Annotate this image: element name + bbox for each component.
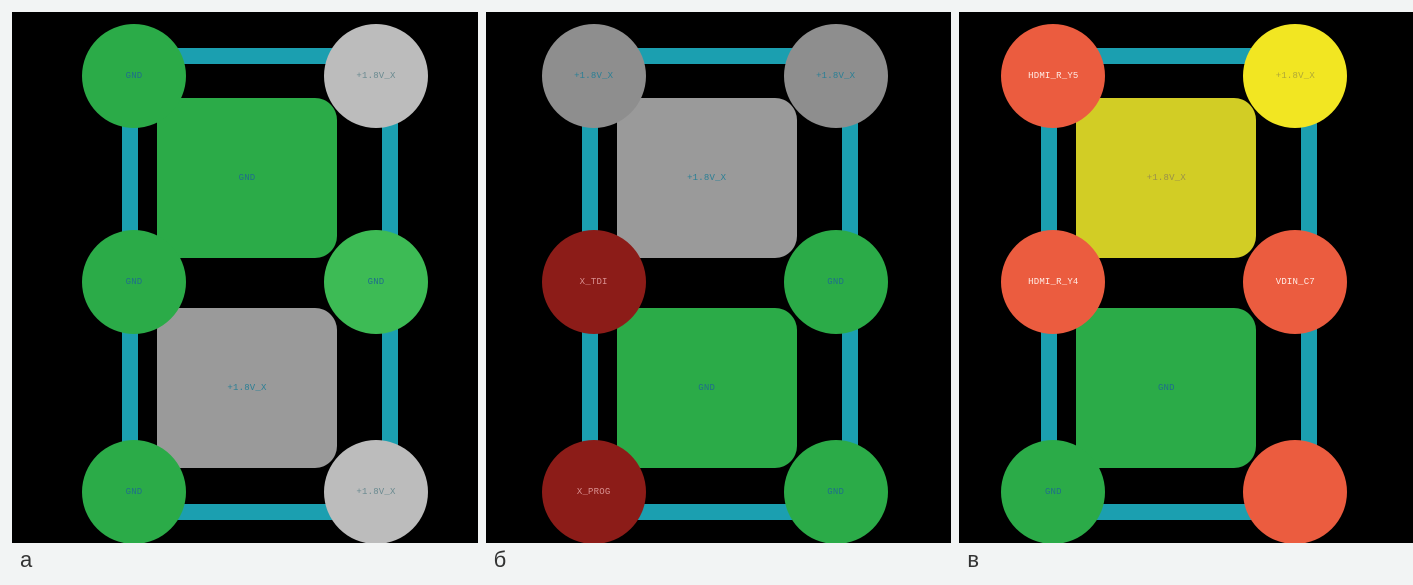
pad-rect: GND	[617, 308, 797, 468]
panel-1: +1.8V_X GND +1.8V_X +1.8V_X X_TDI GND X_PROG GN…	[486, 12, 952, 543]
pad-circle: GND	[82, 230, 186, 334]
column-0: GND +1.8V_X GND +1.8V_X GND GND GND +1.8V_X а	[12, 12, 478, 573]
pad-label: GND	[1158, 383, 1175, 393]
pad-circle: X_TDI	[542, 230, 646, 334]
column-2: +1.8V_X GND HDMI_R_Y5 +1.8V_X HDMI_R_Y4 VDIN_…	[959, 12, 1413, 573]
pad-label: +1.8V_X	[816, 71, 855, 81]
pad-circle: +1.8V_X	[784, 24, 888, 128]
pad-label: GND	[239, 173, 256, 183]
pad-circle: GND	[784, 440, 888, 543]
pad-label: GND	[126, 487, 143, 497]
pad-circle	[1243, 440, 1347, 543]
pad-circle: GND	[324, 230, 428, 334]
pad-circle: GND	[82, 24, 186, 128]
pad-label: HDMI_R_Y5	[1028, 71, 1078, 81]
panel-caption: в	[959, 543, 1413, 573]
pad-circle: HDMI_R_Y4	[1001, 230, 1105, 334]
pad-label: X_PROG	[577, 487, 611, 497]
pad-label: HDMI_R_Y4	[1028, 277, 1078, 287]
pad-rect: +1.8V_X	[157, 308, 337, 468]
pad-circle: +1.8V_X	[1243, 24, 1347, 128]
pad-circle: VDIN_C7	[1243, 230, 1347, 334]
diagram-container: GND +1.8V_X GND +1.8V_X GND GND GND +1.8V_X а +1.…	[12, 12, 1413, 573]
pad-label: GND	[827, 277, 844, 287]
pad-circle: GND	[784, 230, 888, 334]
pad-circle: GND	[82, 440, 186, 543]
pad-circle: HDMI_R_Y5	[1001, 24, 1105, 128]
pad-rect: +1.8V_X	[617, 98, 797, 258]
pad-label: +1.8V_X	[227, 383, 266, 393]
pad-circle: +1.8V_X	[542, 24, 646, 128]
pad-label: GND	[126, 277, 143, 287]
pad-rect: +1.8V_X	[1076, 98, 1256, 258]
pad-label: +1.8V_X	[1147, 173, 1186, 183]
pad-label: GND	[698, 383, 715, 393]
pad-label: X_TDI	[580, 277, 608, 287]
pad-label: VDIN_C7	[1276, 277, 1315, 287]
panel-caption: б	[486, 543, 952, 573]
pad-rect: GND	[1076, 308, 1256, 468]
pad-label: +1.8V_X	[356, 71, 395, 81]
pad-label: GND	[126, 71, 143, 81]
pad-label: GND	[1045, 487, 1062, 497]
pad-circle: GND	[1001, 440, 1105, 543]
pad-circle: X_PROG	[542, 440, 646, 543]
pad-circle: +1.8V_X	[324, 440, 428, 543]
pad-label: +1.8V_X	[687, 173, 726, 183]
panel-2: +1.8V_X GND HDMI_R_Y5 +1.8V_X HDMI_R_Y4 VDIN_…	[959, 12, 1413, 543]
pad-rect: GND	[157, 98, 337, 258]
pad-label: +1.8V_X	[574, 71, 613, 81]
pad-label: +1.8V_X	[356, 487, 395, 497]
column-1: +1.8V_X GND +1.8V_X +1.8V_X X_TDI GND X_PROG GN…	[486, 12, 952, 573]
pad-label: GND	[827, 487, 844, 497]
panel-caption: а	[12, 543, 478, 573]
panel-0: GND +1.8V_X GND +1.8V_X GND GND GND +1.8V_X	[12, 12, 478, 543]
pad-circle: +1.8V_X	[324, 24, 428, 128]
pad-label: +1.8V_X	[1276, 71, 1315, 81]
pad-label: GND	[368, 277, 385, 287]
